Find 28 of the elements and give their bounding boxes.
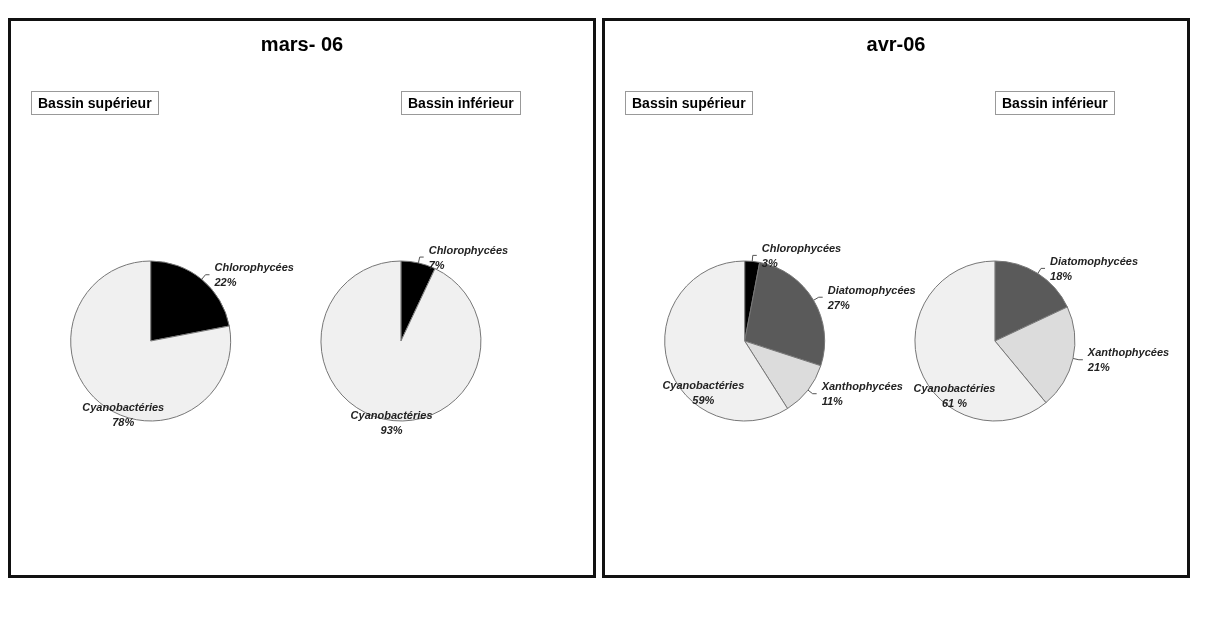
slice-label: Chlorophycées [214, 261, 294, 274]
data-label: 18% [1050, 269, 1073, 282]
data-label: 59% [692, 394, 715, 407]
slice-label: Cyanobactéries [913, 382, 996, 395]
slice-label: Cyanobactéries [82, 400, 165, 413]
data-label: 22% [213, 276, 237, 289]
chart-title: mars- 06 [259, 33, 345, 56]
chart-subtitle: Bassin inférieur [401, 91, 521, 115]
chart-subtitle: Bassin inférieur [995, 91, 1115, 115]
data-label: 93% [380, 424, 403, 437]
slice-label: Cyanobactéries [350, 409, 433, 422]
slice-label: Chlorophycées [428, 243, 509, 256]
data-label: 61 % [941, 397, 968, 410]
data-label: 7% [428, 258, 445, 271]
data-label: 21% [1086, 361, 1111, 374]
data-label: 78% [112, 415, 135, 428]
slice-label: Diatomophycées [827, 283, 916, 296]
slice-label: Xanthophycées [1086, 346, 1170, 359]
data-label: 3% [761, 256, 778, 269]
slice-label: Xanthophycées [820, 380, 903, 393]
slice-label: Chlorophycées [761, 241, 842, 254]
chart-title: avr-06 [865, 33, 927, 56]
slice-label: Cyanobactéries [662, 379, 745, 392]
chart-subtitle: Bassin supérieur [31, 91, 159, 115]
data-label: 11% [821, 395, 844, 408]
chart-subtitle: Bassin supérieur [625, 91, 753, 115]
data-label: 27% [826, 298, 850, 311]
slice-label: Diatomophycées [1050, 254, 1139, 267]
